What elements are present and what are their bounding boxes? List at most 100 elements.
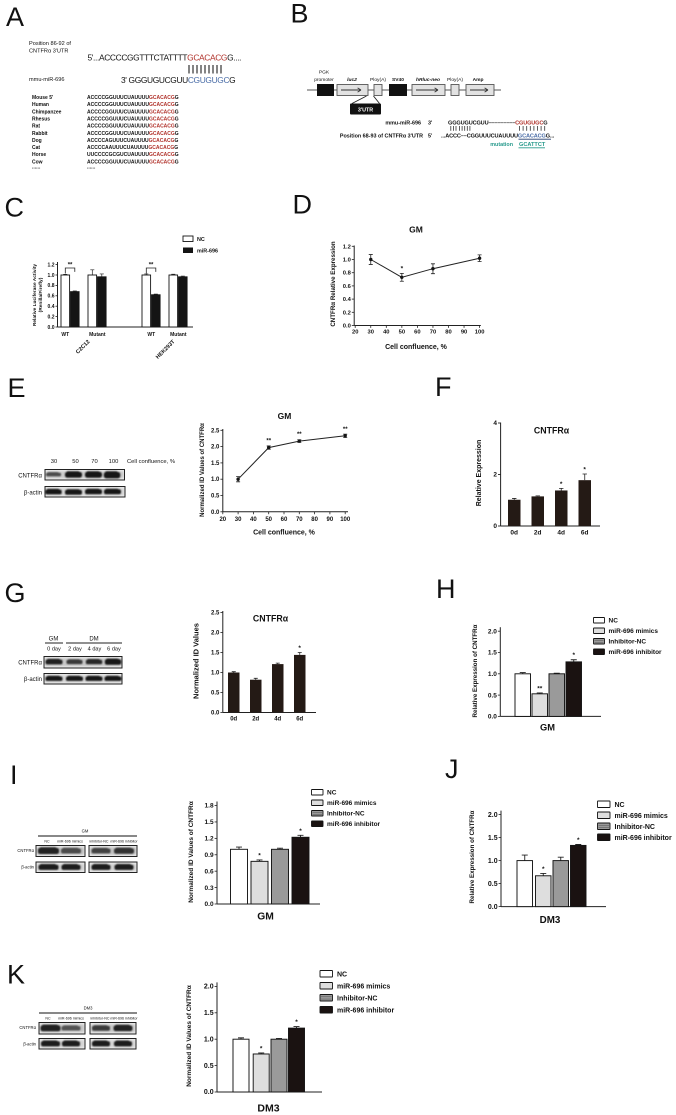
svg-text:Cat: Cat	[32, 145, 40, 151]
svg-text:3': 3'	[428, 121, 432, 127]
svg-text:60: 60	[414, 330, 420, 336]
svg-text:C2C12: C2C12	[75, 339, 91, 355]
svg-text:Normalized ID Values of CNTFRα: Normalized ID Values of CNTFRα	[200, 423, 206, 517]
svg-text:ACCCCGGUUUCUAUUUUGCACACGG: ACCCCGGUUUCUAUUUUGCACACGG	[87, 131, 179, 137]
svg-text:Rat: Rat	[32, 124, 40, 130]
svg-text:NC: NC	[327, 789, 337, 796]
svg-text:Normalized ID Values of CNTFRα: Normalized ID Values of CNTFRα	[188, 801, 195, 903]
svg-text:*: *	[401, 266, 404, 273]
svg-text:50: 50	[72, 459, 78, 465]
svg-text:*: *	[299, 828, 302, 835]
svg-text:1.0: 1.0	[204, 1036, 214, 1043]
svg-text:NC: NC	[197, 237, 205, 243]
svg-text:2.5: 2.5	[211, 428, 220, 434]
svg-text:Inhibitor-NC: Inhibitor-NC	[615, 824, 655, 831]
svg-text:DM3: DM3	[84, 1006, 94, 1011]
svg-text:NC: NC	[615, 802, 625, 809]
svg-text:0.0: 0.0	[343, 324, 351, 330]
svg-text:Relative Expression: Relative Expression	[476, 440, 483, 507]
svg-text:1.0: 1.0	[211, 671, 220, 677]
svg-text:G: G	[5, 578, 26, 608]
svg-text:Normalized ID Values of CNTFRα: Normalized ID Values of CNTFRα	[186, 985, 193, 1087]
svg-text:2.0: 2.0	[211, 445, 220, 451]
svg-text:0.5: 0.5	[204, 1063, 214, 1070]
svg-text:1.0: 1.0	[211, 477, 220, 483]
svg-text:Relative Expression of CNTFRα: Relative Expression of CNTFRα	[472, 624, 479, 717]
svg-text:50: 50	[399, 330, 405, 336]
svg-text:Cow: Cow	[32, 159, 43, 165]
svg-text:**: **	[149, 263, 154, 269]
svg-text:1.5: 1.5	[211, 651, 220, 657]
svg-text:GM: GM	[49, 637, 59, 643]
svg-text:**: **	[343, 427, 348, 433]
svg-text:DM3: DM3	[540, 915, 561, 926]
svg-text:β-actin: β-actin	[24, 491, 42, 497]
svg-text:β-actin: β-actin	[21, 865, 34, 870]
svg-text:2d: 2d	[252, 717, 259, 723]
svg-text:miR-696: miR-696	[197, 249, 218, 255]
svg-text:*: *	[542, 866, 545, 873]
svg-text:PGK: PGK	[319, 70, 330, 76]
svg-text:6d: 6d	[296, 717, 303, 723]
svg-text:0: 0	[493, 523, 497, 530]
svg-text:Inhibitor-NC: Inhibitor-NC	[327, 810, 365, 817]
svg-text:GGGUGUCGUU–––––––––CGUGUGCG: GGGUGUCGUU–––––––––CGUGUGCG	[448, 121, 547, 127]
svg-text:30: 30	[51, 459, 57, 465]
svg-text:inhibitor-NC: inhibitor-NC	[90, 840, 109, 844]
svg-text:0.5: 0.5	[211, 691, 220, 697]
svg-text:2.0: 2.0	[211, 631, 220, 637]
svg-text:ACCCCGGUUUCUAUUUUGCACACGG: ACCCCGGUUUCUAUUUUGCACACGG	[87, 159, 179, 165]
svg-text:*: *	[583, 466, 586, 473]
svg-text:40: 40	[250, 517, 257, 523]
svg-text:mutation: mutation	[490, 142, 513, 148]
svg-text:GM: GM	[409, 225, 423, 235]
svg-text:1.5: 1.5	[488, 650, 497, 657]
svg-text:0.8: 0.8	[48, 283, 55, 289]
svg-text:CNTFRα: CNTFRα	[253, 614, 289, 624]
svg-text:GM: GM	[257, 912, 274, 923]
svg-text:1.8: 1.8	[205, 803, 214, 810]
svg-text:1.0: 1.0	[48, 273, 55, 279]
svg-text:6d: 6d	[581, 530, 589, 537]
svg-text:A: A	[6, 2, 24, 32]
svg-text:J: J	[445, 754, 459, 784]
svg-text:mmu-miR-696: mmu-miR-696	[29, 77, 64, 83]
svg-text:**: **	[297, 432, 302, 438]
svg-text:WT: WT	[147, 332, 155, 338]
svg-text:NC: NC	[609, 617, 619, 624]
svg-text:1.0: 1.0	[488, 858, 498, 865]
svg-text:Relative Luciferase Activity: Relative Luciferase Activity	[32, 264, 38, 327]
svg-text:2d: 2d	[534, 530, 542, 537]
svg-text:3' GGGUGUCGUUCGUGUGCG: 3' GGGUGUCGUUCGUGUGCG	[121, 75, 235, 85]
svg-text:*: *	[298, 645, 301, 652]
svg-text:Mutant: Mutant	[89, 332, 106, 338]
svg-text:2.0: 2.0	[488, 812, 498, 819]
svg-text:H: H	[436, 574, 456, 604]
svg-text:Position 68-93 of CNTFRα 3'UTR: Position 68-93 of CNTFRα 3'UTR	[340, 134, 423, 140]
svg-text:Relative Expression of CNTFRα: Relative Expression of CNTFRα	[469, 810, 476, 903]
svg-text:3'UTR: 3'UTR	[358, 107, 373, 113]
svg-text:2.5: 2.5	[211, 611, 220, 617]
svg-text:miR-696 inhibitor: miR-696 inhibitor	[615, 835, 672, 842]
svg-text:NC: NC	[44, 840, 50, 844]
svg-text:luc2: luc2	[347, 77, 357, 83]
svg-text:miR-696 mimics: miR-696 mimics	[609, 628, 659, 635]
svg-text:50: 50	[265, 517, 272, 523]
svg-text:0.5: 0.5	[211, 494, 220, 500]
svg-text:0.2: 0.2	[343, 310, 351, 316]
svg-text:0.4: 0.4	[343, 297, 352, 303]
svg-text:CNTFRα Relative Expression: CNTFRα Relative Expression	[330, 241, 337, 327]
svg-text:1.5: 1.5	[488, 835, 498, 842]
svg-text:0.3: 0.3	[205, 885, 214, 892]
svg-text:4 day: 4 day	[88, 647, 102, 653]
svg-text:ACCCCAAUUUCUAUUUUGCACACGG: ACCCCAAUUUCUAUUUUGCACACGG	[87, 145, 178, 151]
svg-text:*: *	[560, 481, 563, 488]
svg-text:D: D	[293, 190, 313, 220]
svg-text:0.0: 0.0	[211, 510, 220, 516]
svg-text:30: 30	[235, 517, 242, 523]
svg-text:miR-696 mimics: miR-696 mimics	[57, 840, 83, 844]
svg-text:2.0: 2.0	[204, 984, 214, 991]
svg-text:mmu-miR-696: mmu-miR-696	[385, 121, 421, 127]
svg-text:CNTFRα: CNTFRα	[18, 474, 42, 480]
svg-text:Inhibitor-NC: Inhibitor-NC	[337, 995, 377, 1002]
